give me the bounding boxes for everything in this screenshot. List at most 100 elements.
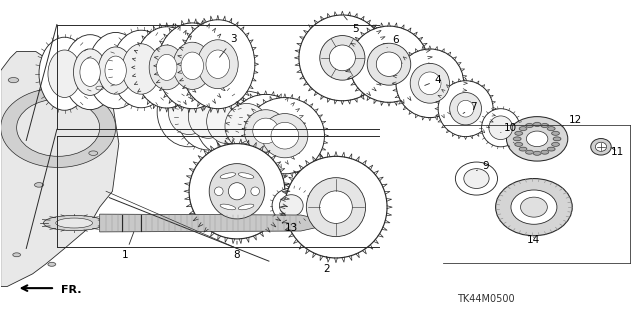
Ellipse shape [526, 131, 548, 147]
Circle shape [525, 123, 533, 127]
Ellipse shape [396, 49, 464, 118]
Ellipse shape [209, 164, 265, 219]
Ellipse shape [198, 40, 238, 89]
Ellipse shape [220, 173, 236, 178]
Ellipse shape [251, 187, 259, 196]
Ellipse shape [225, 103, 268, 149]
Ellipse shape [238, 173, 254, 178]
Circle shape [89, 151, 98, 155]
Ellipse shape [285, 156, 387, 258]
Ellipse shape [495, 179, 572, 236]
Circle shape [552, 143, 559, 146]
Text: 13: 13 [285, 223, 298, 233]
Text: 9: 9 [476, 161, 490, 171]
Ellipse shape [44, 215, 105, 231]
Ellipse shape [272, 188, 310, 223]
Circle shape [96, 86, 104, 90]
Circle shape [13, 253, 20, 257]
Text: 3: 3 [220, 34, 237, 57]
Ellipse shape [419, 72, 441, 95]
Ellipse shape [595, 142, 607, 151]
Ellipse shape [489, 116, 513, 139]
Circle shape [525, 150, 533, 154]
Circle shape [541, 150, 548, 154]
Text: TK44M0500: TK44M0500 [457, 294, 515, 304]
Ellipse shape [1, 88, 116, 167]
Circle shape [533, 122, 541, 126]
Ellipse shape [506, 117, 568, 161]
Circle shape [552, 131, 559, 135]
Ellipse shape [320, 35, 365, 80]
Ellipse shape [262, 114, 308, 158]
Polygon shape [100, 214, 323, 232]
Text: 4: 4 [425, 75, 442, 85]
Ellipse shape [135, 27, 198, 108]
Ellipse shape [188, 95, 228, 138]
Circle shape [547, 147, 555, 151]
Circle shape [35, 183, 44, 187]
Ellipse shape [349, 26, 429, 102]
Ellipse shape [245, 98, 324, 174]
Circle shape [541, 123, 548, 127]
Ellipse shape [238, 204, 254, 210]
Ellipse shape [206, 50, 230, 78]
Ellipse shape [157, 77, 221, 147]
Circle shape [519, 147, 527, 151]
Circle shape [8, 78, 19, 83]
Ellipse shape [189, 144, 285, 239]
Ellipse shape [173, 42, 212, 89]
Ellipse shape [74, 49, 107, 95]
Text: 6: 6 [387, 35, 399, 48]
Ellipse shape [228, 94, 303, 167]
Ellipse shape [456, 162, 497, 195]
Ellipse shape [228, 183, 246, 200]
Text: FR.: FR. [61, 285, 82, 295]
Ellipse shape [157, 23, 227, 109]
Ellipse shape [330, 45, 355, 71]
Ellipse shape [319, 191, 352, 223]
Ellipse shape [376, 52, 402, 77]
Ellipse shape [450, 93, 481, 125]
Ellipse shape [48, 50, 81, 98]
Ellipse shape [458, 100, 474, 117]
Ellipse shape [149, 45, 184, 90]
Ellipse shape [271, 122, 299, 149]
Ellipse shape [122, 44, 160, 94]
Ellipse shape [244, 110, 287, 152]
Ellipse shape [464, 169, 489, 189]
Text: 11: 11 [611, 146, 624, 157]
Ellipse shape [410, 63, 449, 103]
Ellipse shape [299, 15, 386, 101]
Ellipse shape [220, 204, 236, 210]
Ellipse shape [181, 52, 204, 79]
Ellipse shape [207, 99, 248, 144]
Ellipse shape [17, 99, 100, 156]
Ellipse shape [520, 197, 547, 217]
Text: 12: 12 [562, 115, 582, 127]
Text: 1: 1 [122, 232, 134, 260]
Ellipse shape [481, 109, 520, 147]
Text: 7: 7 [463, 102, 477, 114]
Polygon shape [1, 51, 119, 286]
Circle shape [519, 127, 527, 130]
Ellipse shape [157, 54, 177, 80]
Ellipse shape [591, 138, 611, 155]
Ellipse shape [98, 47, 133, 94]
Circle shape [547, 127, 555, 130]
Ellipse shape [253, 118, 278, 144]
Ellipse shape [168, 89, 210, 135]
Circle shape [515, 143, 522, 146]
Ellipse shape [112, 30, 171, 108]
Circle shape [553, 137, 561, 141]
Ellipse shape [88, 33, 144, 109]
Ellipse shape [307, 178, 365, 237]
Circle shape [48, 263, 56, 266]
Ellipse shape [80, 58, 100, 86]
Ellipse shape [195, 87, 259, 156]
Ellipse shape [511, 190, 557, 224]
Ellipse shape [177, 83, 239, 150]
Ellipse shape [214, 187, 223, 196]
Ellipse shape [280, 195, 303, 216]
Text: 2: 2 [323, 256, 330, 274]
Ellipse shape [39, 37, 90, 110]
